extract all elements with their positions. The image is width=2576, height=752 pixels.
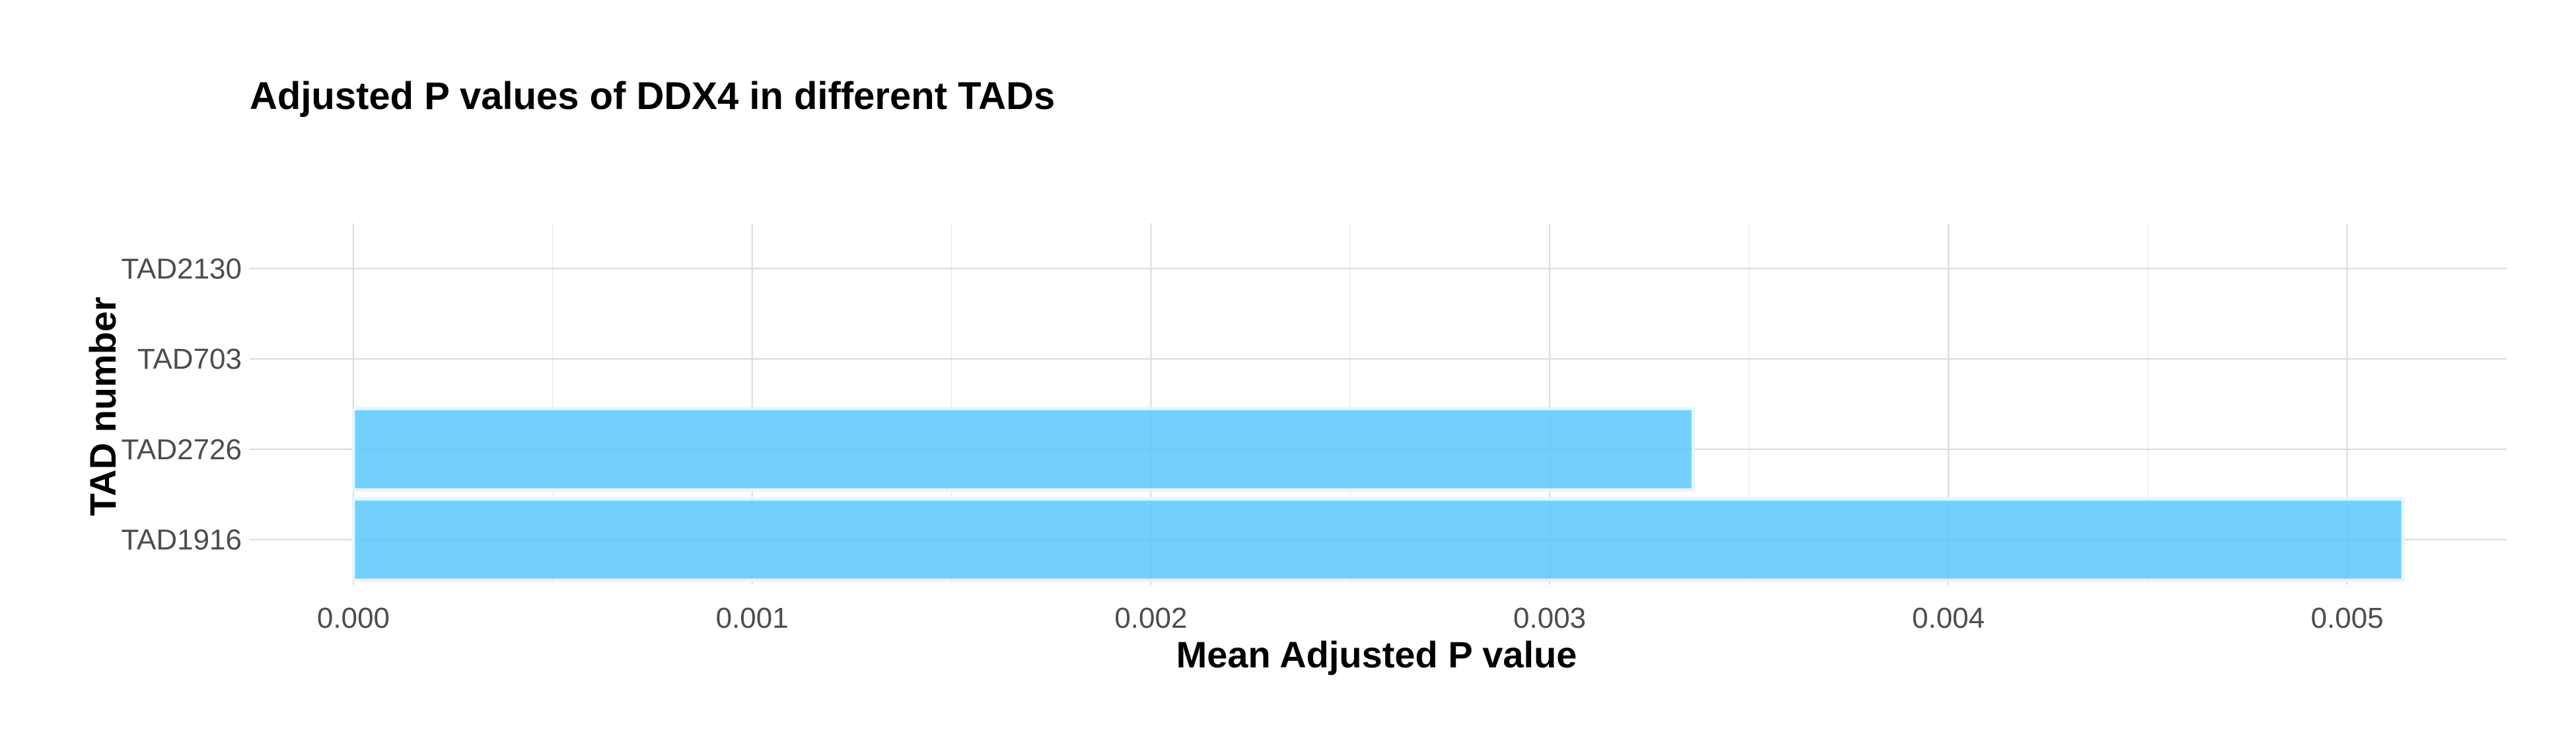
x-axis-title: Mean Adjusted P value: [1176, 634, 1577, 675]
y-axis-title: TAD number: [82, 297, 124, 516]
y-tick-label: TAD703: [137, 343, 242, 375]
x-tick-labels: 0.000 0.001 0.002 0.003 0.004 0.005: [317, 602, 2384, 634]
y-tick-labels: TAD2130 TAD703 TAD2726 TAD1916: [121, 252, 242, 556]
bars-layer: [351, 406, 2405, 582]
x-tick-label: 0.003: [1513, 602, 1586, 634]
y-tick-label: TAD1916: [121, 524, 242, 556]
x-tick-label: 0.004: [1912, 602, 1985, 634]
x-tick-label: 0.000: [317, 602, 390, 634]
bar-tad1916: [351, 497, 2405, 582]
x-tick-label: 0.001: [716, 602, 789, 634]
chart-title: Adjusted P values of DDX4 in different T…: [250, 75, 1055, 118]
bar-tad2726: [351, 406, 1695, 492]
y-tick-label: TAD2130: [121, 252, 242, 285]
x-tick-label: 0.005: [2310, 602, 2383, 634]
x-tick-label: 0.002: [1114, 602, 1187, 634]
y-tick-label: TAD2726: [121, 433, 242, 466]
